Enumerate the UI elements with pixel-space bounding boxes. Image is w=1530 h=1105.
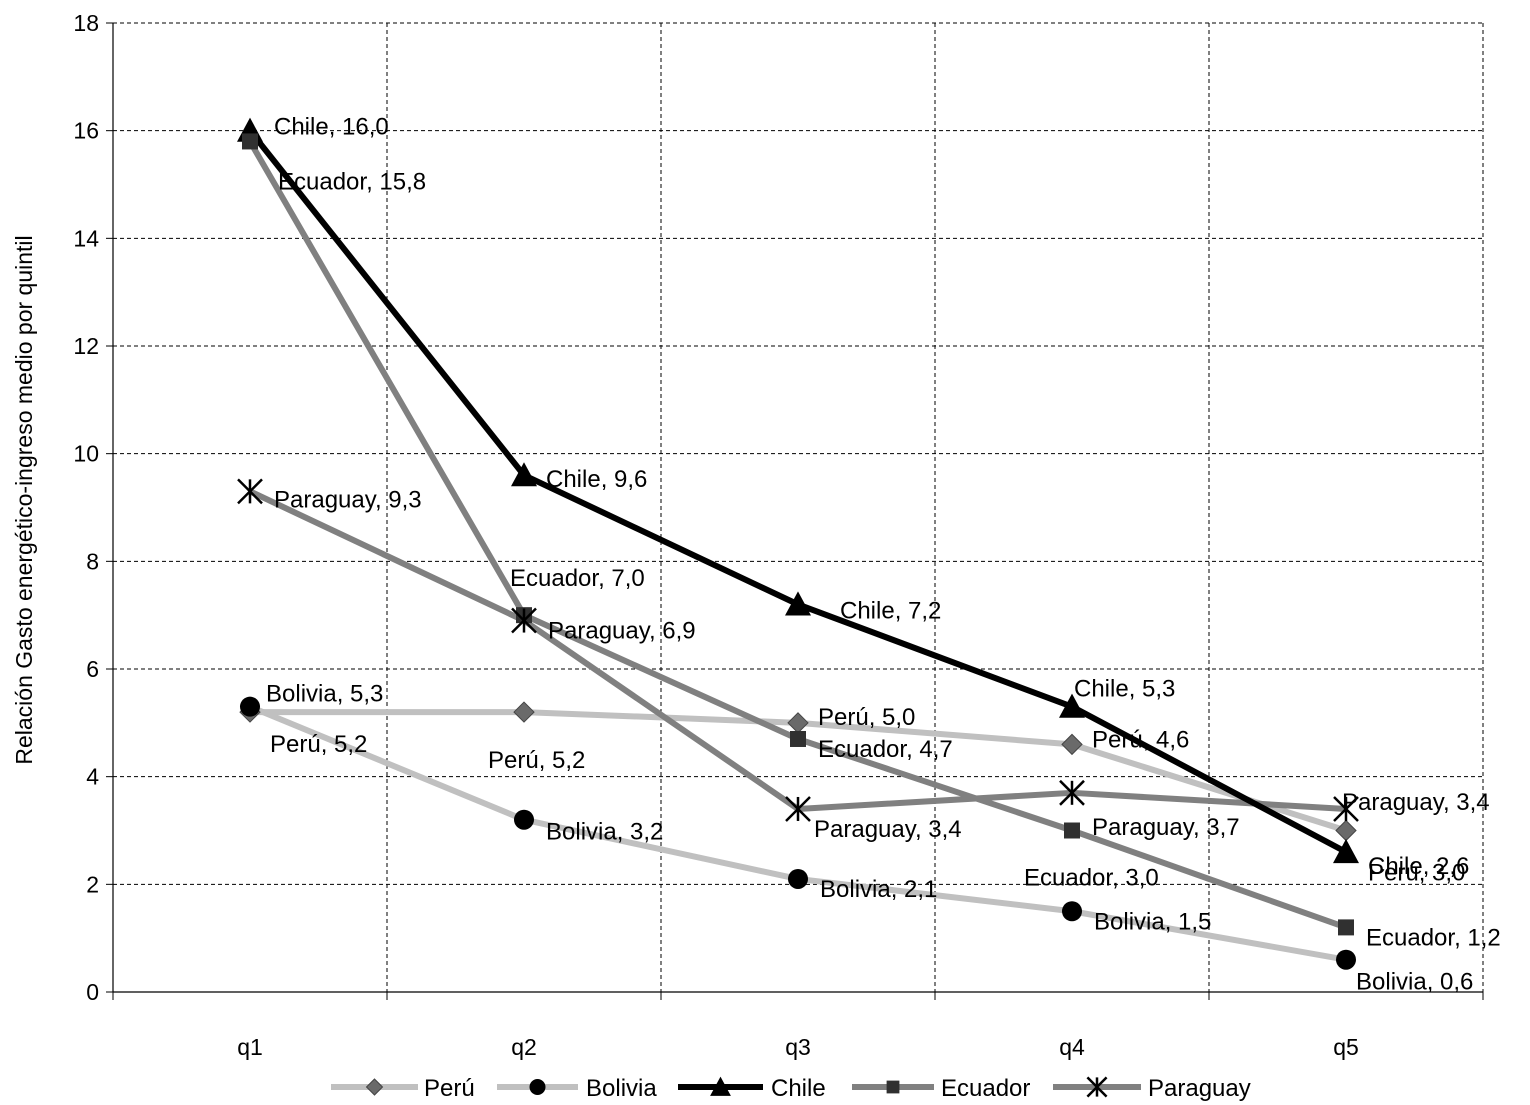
y-tick-label: 8: [86, 548, 99, 574]
series-line-paraguay: [248, 488, 1347, 812]
data-label-ecuador: Ecuador, 7,0: [510, 565, 645, 592]
marker-peru: [513, 701, 535, 723]
y-tick-label: 0: [86, 979, 99, 1005]
legend-label-bolivia: Bolivia: [586, 1075, 657, 1102]
legend-marker-ecuador: [886, 1080, 900, 1094]
data-label-peru: Perú, 4,6: [1092, 726, 1189, 753]
data-label-bolivia: Bolivia, 0,6: [1356, 969, 1473, 996]
marker-chile: [785, 591, 811, 616]
data-label-bolivia: Bolivia, 3,2: [546, 819, 663, 846]
data-label-peru: Perú, 5,0: [818, 704, 915, 731]
legend-label-peru: Perú: [424, 1075, 475, 1102]
marker-paraguay: [1333, 796, 1359, 822]
data-label-chile: Chile, 2,6: [1368, 853, 1469, 880]
marker-peru: [1335, 819, 1357, 842]
marker-bolivia: [240, 696, 260, 717]
data-label-chile: Chile, 7,2: [840, 597, 941, 624]
data-label-ecuador: Ecuador, 15,8: [278, 168, 426, 195]
data-label-ecuador: Ecuador, 1,2: [1366, 924, 1501, 951]
y-tick-label: 16: [73, 118, 99, 144]
data-label-paraguay: Paraguay, 9,3: [274, 486, 422, 513]
marker-paraguay: [785, 796, 811, 822]
legend-label-chile: Chile: [771, 1075, 826, 1102]
marker-ecuador: [1064, 822, 1080, 839]
legend-marker-paraguay: [1086, 1076, 1108, 1098]
marker-paraguay: [511, 607, 537, 634]
marker-ecuador: [242, 133, 258, 150]
marker-bolivia: [1062, 901, 1082, 922]
data-label-chile: Chile, 5,3: [1074, 676, 1175, 703]
data-label-chile: Chile, 16,0: [274, 114, 389, 141]
data-label-paraguay: Paraguay, 3,4: [1342, 789, 1490, 816]
legend-marker-chile: [710, 1076, 731, 1096]
marker-bolivia: [1336, 949, 1356, 970]
axes: 0 2 4 6 8 10 12 14 16 18 q1 q2 q3 q4 q5: [73, 10, 1484, 1060]
marker-paraguay: [237, 478, 263, 505]
legend-marker-peru: [365, 1078, 384, 1096]
y-tick-label: 6: [86, 656, 99, 682]
marker-ecuador: [790, 730, 806, 747]
y-tick-label: 4: [86, 764, 99, 790]
data-label-ecuador: Ecuador, 4,7: [818, 736, 953, 763]
data-label-bolivia: Bolivia, 2,1: [820, 876, 937, 903]
marker-bolivia: [514, 809, 534, 830]
data-label-ecuador: Ecuador, 3,0: [1024, 865, 1159, 892]
x-tick-label: q2: [511, 1034, 537, 1060]
x-tick-label: q1: [237, 1034, 263, 1060]
marker-ecuador: [1338, 919, 1354, 936]
data-label-paraguay: Paraguay, 3,7: [1092, 814, 1240, 841]
y-tick-label: 10: [73, 441, 99, 467]
legend-label-ecuador: Ecuador: [941, 1075, 1030, 1102]
series-markers: [237, 117, 1359, 970]
data-labels: Perú, 5,2 Perú, 5,2 Perú, 5,0 Perú, 4,6 Perú…: [266, 114, 1501, 996]
marker-bolivia: [788, 868, 808, 889]
data-label-peru: Perú, 5,2: [488, 747, 585, 774]
y-tick-label: 14: [73, 225, 99, 251]
data-label-bolivia: Bolivia, 1,5: [1094, 908, 1211, 935]
legend-marker-bolivia: [529, 1079, 546, 1095]
data-label-bolivia: Bolivia, 5,3: [266, 681, 383, 708]
marker-chile: [511, 462, 537, 487]
legend-label-paraguay: Paraguay: [1148, 1075, 1251, 1102]
marker-peru: [787, 712, 809, 734]
marker-peru: [1061, 733, 1083, 756]
y-tick-label: 12: [73, 333, 99, 359]
marker-chile: [1059, 693, 1085, 718]
x-tick-label: q4: [1059, 1034, 1085, 1060]
y-tick-label: 2: [86, 871, 99, 897]
data-label-paraguay: Paraguay, 3,4: [814, 816, 962, 843]
x-tick-label: q3: [785, 1034, 811, 1060]
x-tick-label: q5: [1333, 1034, 1359, 1060]
marker-paraguay: [1059, 779, 1085, 806]
data-label-peru: Perú, 5,2: [270, 731, 367, 758]
y-tick-label: 18: [73, 10, 99, 36]
legend: Perú Bolivia Chile Ecuador Paraguay: [331, 1075, 1251, 1102]
marker-chile: [1333, 839, 1359, 864]
data-label-chile: Chile, 9,6: [546, 466, 647, 493]
data-label-peru: Perú, 3,0: [1368, 860, 1465, 887]
y-axis-title: Relación Gasto energético-ingreso medio …: [11, 235, 37, 764]
data-label-paraguay: Paraguay, 6,9: [548, 618, 696, 645]
grid: [113, 22, 1484, 992]
